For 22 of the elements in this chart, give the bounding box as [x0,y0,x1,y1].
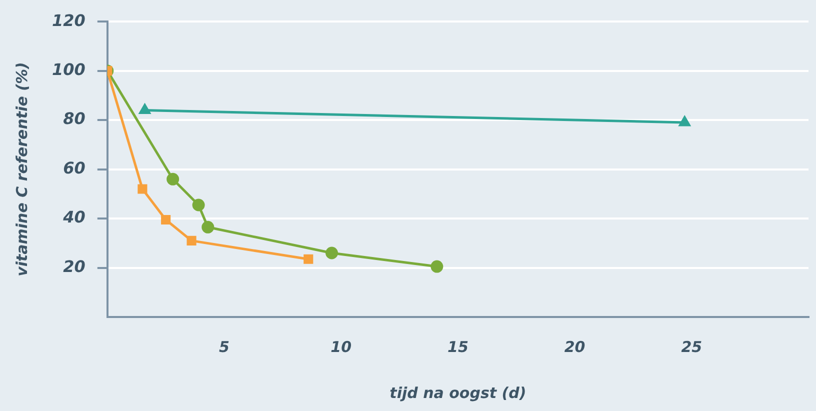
x-tick-label: 10 [330,338,352,356]
y-tick-label: 40 [62,208,86,227]
x-axis-title: tijd na oogst (d) [390,384,526,402]
point [430,260,444,273]
point [192,198,205,212]
point [202,220,214,234]
y-tick-label: 20 [63,256,86,276]
point [161,214,171,225]
y-tick-label: 120 [52,10,86,30]
y-axis-title: vitamine C referentie (%) [12,62,31,276]
point [304,254,314,264]
x-tick-label: 5 [219,338,230,356]
y-tick-label: 80 [63,109,86,128]
x-tick-label: 15 [448,338,468,356]
y-tick-label: 60 [63,158,86,178]
point [138,184,148,194]
x-tick-label: 25 [681,338,702,356]
point [186,236,196,246]
x-tick-label: 20 [564,338,586,356]
point [166,172,180,186]
point [326,246,338,260]
y-tick-label: 100 [52,60,86,79]
